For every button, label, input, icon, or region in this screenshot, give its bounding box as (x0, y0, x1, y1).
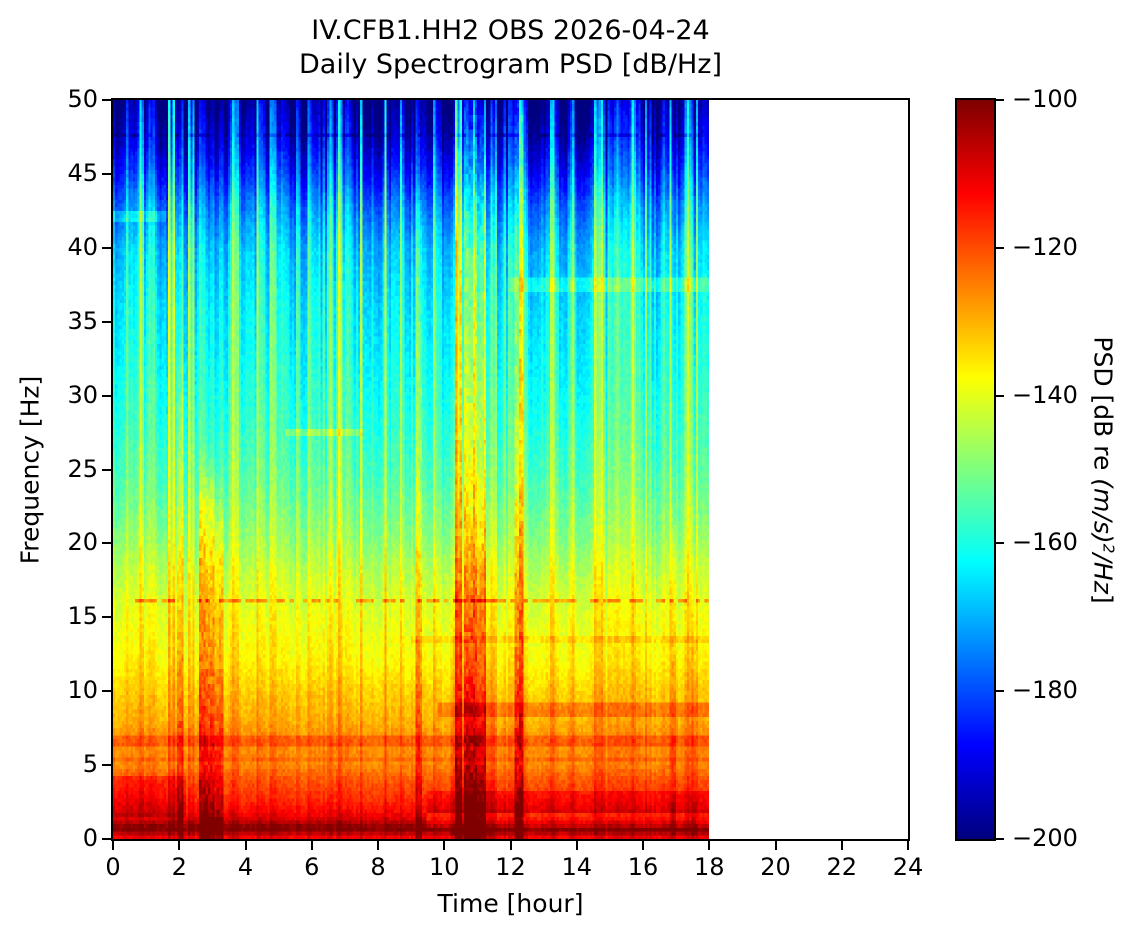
colorbar-tick (996, 542, 1004, 545)
colorbar-label-exponent: 2 (1099, 543, 1118, 554)
x-axis-tick-label: 20 (760, 853, 791, 881)
x-axis-tick-label: 22 (826, 853, 858, 881)
x-axis-tick (840, 841, 843, 850)
x-axis-tick-label: 18 (693, 853, 725, 881)
colorbar-label-suffix: ] (1088, 593, 1118, 604)
x-axis-tick (112, 841, 114, 850)
x-axis-tick (443, 841, 446, 850)
x-axis-tick (178, 841, 181, 850)
x-axis-tick-label: 12 (495, 853, 526, 881)
chart-title-line2: Daily Spectrogram PSD [dB/Hz] (298, 49, 722, 80)
plot-area (113, 100, 908, 839)
colorbar-tick (996, 838, 1004, 840)
y-axis-tick-label: 15 (67, 602, 98, 631)
y-axis-tick (102, 838, 111, 840)
x-axis-tick (642, 841, 644, 850)
x-axis-tick-label: 4 (237, 853, 254, 881)
colorbar-tick (996, 690, 1004, 693)
x-axis-tick (310, 841, 313, 850)
y-axis-tick (102, 468, 111, 471)
x-axis-tick (509, 841, 512, 850)
y-axis-tick-label: 40 (67, 232, 98, 261)
x-axis-label: Time [hour] (437, 889, 584, 918)
y-axis-tick-label: 10 (67, 676, 98, 705)
x-axis-tick (575, 841, 578, 850)
y-axis-tick-label: 45 (67, 158, 98, 187)
colorbar-tick (996, 394, 1004, 397)
y-axis-tick (102, 690, 111, 693)
y-axis-tick-label: 30 (67, 380, 98, 409)
colorbar-label-unit: (m/s) (1088, 478, 1118, 544)
y-axis-tick (102, 394, 111, 397)
y-axis-tick-label: 35 (67, 306, 98, 335)
colorbar-label: PSD [dB re (m/s)2/Hz] (1088, 336, 1117, 603)
y-axis-tick (102, 172, 111, 175)
y-axis-tick (102, 616, 111, 619)
y-axis-tick-label: 5 (82, 750, 98, 779)
y-axis-tick (102, 764, 111, 767)
colorbar-tick (996, 99, 1004, 101)
colorbar-tick-label: −100 (1012, 85, 1078, 113)
y-axis-tick-label: 25 (67, 454, 98, 483)
x-axis-tick (377, 841, 379, 850)
chart-title-line1: IV.CFB1.HH2 OBS 2026-04-24 (311, 15, 710, 46)
colorbar-tick-label: −120 (1012, 232, 1078, 261)
y-axis-tick-label: 50 (67, 85, 98, 113)
colorbar-tick-label: −160 (1012, 528, 1078, 557)
colorbar-label-prefix: PSD [dB re (1088, 336, 1118, 479)
y-axis-tick-label: 20 (67, 528, 98, 557)
x-axis-tick (708, 841, 711, 850)
x-axis-tick-label: 24 (892, 853, 924, 881)
x-axis-tick-label: 6 (304, 853, 320, 881)
x-axis-tick-label: 10 (428, 853, 460, 881)
x-axis-tick-label: 0 (105, 853, 121, 881)
colorbar-tick-label: −140 (1012, 380, 1078, 409)
x-axis-tick-label: 8 (370, 853, 386, 881)
y-axis-tick-label: 0 (82, 824, 98, 852)
x-axis-tick (774, 841, 777, 850)
colorbar-label-unit-rest: /Hz (1088, 553, 1118, 594)
y-axis-tick (102, 246, 111, 249)
y-axis-tick (102, 320, 111, 323)
x-axis-tick (907, 841, 909, 850)
y-axis-tick (102, 99, 111, 101)
x-axis-tick-label: 14 (561, 853, 593, 881)
y-axis-tick (102, 542, 111, 545)
chart-title: IV.CFB1.HH2 OBS 2026-04-24 Daily Spectro… (113, 14, 908, 82)
x-axis-tick-label: 2 (171, 853, 187, 881)
colorbar-tick (996, 246, 1004, 249)
colorbar-tick-label: −180 (1012, 676, 1078, 705)
colorbar-gradient (955, 98, 996, 841)
colorbar-tick-label: −200 (1012, 824, 1078, 852)
x-axis-tick (244, 841, 247, 850)
spectrogram-canvas (113, 100, 709, 839)
x-axis-tick-label: 16 (627, 853, 659, 881)
